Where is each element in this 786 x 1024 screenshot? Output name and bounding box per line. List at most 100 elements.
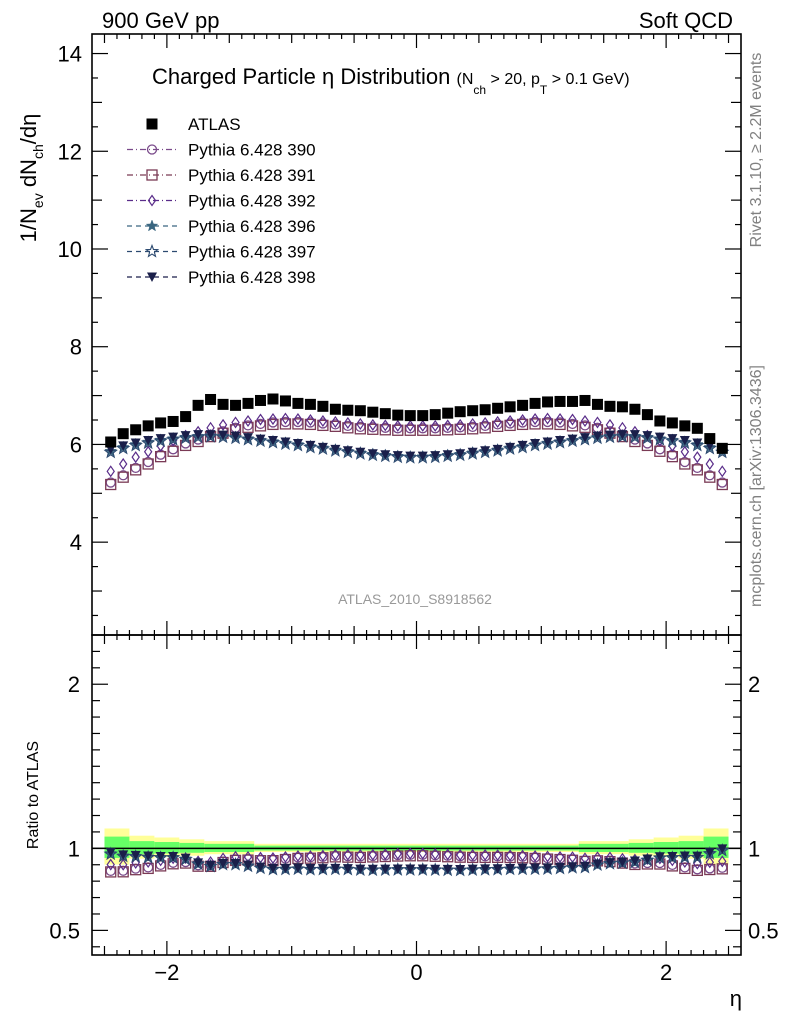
mcplots-label: mcplots.cern.ch [arXiv:1306.3436] <box>748 365 765 607</box>
point-atlas <box>217 398 229 410</box>
ratio-point-pythia-6-428-398 <box>255 862 266 873</box>
ratio-point-pythia-6-428-398 <box>704 847 715 858</box>
point-atlas <box>554 395 566 407</box>
point-pythia-6-428-398 <box>330 444 341 455</box>
ratio-point-pythia-6-428-392 <box>718 855 727 868</box>
ratio-point-pythia-6-428-390 <box>118 865 129 876</box>
point-pythia-6-428-392 <box>493 415 502 429</box>
point-pythia-6-428-392 <box>381 419 390 432</box>
point-atlas <box>267 393 279 405</box>
point-pythia-6-428-392 <box>555 412 565 426</box>
point-pythia-6-428-398 <box>480 446 491 456</box>
title-cuts-sub1: ch <box>473 83 486 97</box>
point-pythia-6-428-391 <box>105 478 117 491</box>
point-pythia-6-428-398 <box>392 451 403 461</box>
point-pythia-6-428-398 <box>305 440 316 451</box>
plot-title: Charged Particle η Distribution (Nch > 2… <box>152 64 630 97</box>
legend-marker <box>144 243 160 258</box>
y-axis-label-main: 1/Nev dNch/dη <box>16 114 46 243</box>
legend-label: Pythia 6.428 398 <box>188 268 316 287</box>
point-atlas <box>354 405 366 417</box>
ratio-point-pythia-6-428-398 <box>342 864 353 874</box>
series-pythia-6-428-392 <box>106 412 727 478</box>
point-atlas <box>616 401 628 413</box>
point-pythia-6-428-398 <box>118 441 129 451</box>
point-atlas <box>479 404 491 416</box>
point-pythia-6-428-398 <box>342 446 353 456</box>
ratio-point-pythia-6-428-391 <box>716 863 728 875</box>
ratio-point-pythia-6-428-391 <box>679 862 691 875</box>
ylabel-main-a: 1/N <box>16 208 41 242</box>
ratio-point-pythia-6-428-398 <box>592 859 603 869</box>
point-pythia-6-428-392 <box>468 417 477 430</box>
ratio-point-pythia-6-428-398 <box>267 863 278 874</box>
legend-marker <box>145 219 159 232</box>
ratio-panel-frame <box>91 634 742 956</box>
point-pythia-6-428-392 <box>343 416 353 429</box>
legend: ATLAS Pythia 6.428 390 Pythia 6.428 391 Pyt… <box>127 115 316 287</box>
point-atlas <box>492 402 504 414</box>
ratio-point-pythia-6-428-398 <box>292 863 303 874</box>
point-atlas <box>292 397 304 409</box>
header-left: 900 GeV pp <box>102 8 219 33</box>
point-pythia-6-428-398 <box>455 449 466 459</box>
point-pythia-6-428-398 <box>505 442 516 453</box>
ratio-point-pythia-6-428-392 <box>368 848 378 861</box>
point-pythia-6-428-392 <box>256 413 265 426</box>
point-pythia-6-428-391 <box>404 424 416 436</box>
ratio-point-pythia-6-428-398 <box>604 858 615 868</box>
point-pythia-6-428-398 <box>180 431 191 441</box>
ratio-point-pythia-6-428-392 <box>518 849 527 862</box>
ratio-point-pythia-6-428-392 <box>430 847 440 861</box>
ratio-point-pythia-6-428-391 <box>691 864 703 877</box>
ylabel-main-sub1: ev <box>30 193 46 208</box>
main-series <box>103 393 730 491</box>
ratio-point-pythia-6-428-398 <box>155 851 166 862</box>
x-tick-label: 2 <box>660 960 672 985</box>
ratio-point-pythia-6-428-391 <box>392 850 404 862</box>
y-tick-label: 10 <box>58 237 82 262</box>
point-atlas <box>579 394 591 406</box>
point-atlas <box>467 405 479 417</box>
ratio-point-pythia-6-428-398 <box>617 857 628 868</box>
ylabel-main-sub2: ch <box>30 144 46 159</box>
series-pythia-6-428-398 <box>105 430 728 462</box>
point-atlas <box>379 408 391 420</box>
ratio-y-tick-label-right: 0.5 <box>748 918 779 943</box>
ratio-y-tick-label: 2 <box>68 672 80 697</box>
x-axis-label: η <box>730 986 742 1011</box>
rivet-version-label: Rivet 3.1.10, ≥ 2.2M events <box>748 53 765 248</box>
point-atlas <box>704 433 716 445</box>
point-atlas <box>342 404 354 416</box>
legend-label: ATLAS <box>188 115 241 134</box>
point-atlas <box>517 399 529 411</box>
point-atlas <box>130 424 142 436</box>
point-atlas <box>542 396 554 408</box>
point-pythia-6-428-392 <box>543 412 552 425</box>
point-atlas <box>367 406 379 418</box>
point-atlas <box>567 395 579 407</box>
point-pythia-6-428-391 <box>304 418 317 431</box>
point-pythia-6-428-391 <box>529 418 541 430</box>
ratio-y-tick-label: 1 <box>68 836 80 861</box>
point-pythia-6-428-391 <box>454 423 466 435</box>
point-pythia-6-428-392 <box>268 412 278 426</box>
analysis-watermark: ATLAS_2010_S8918562 <box>338 591 492 607</box>
point-pythia-6-428-391 <box>504 419 516 432</box>
ratio-point-pythia-6-428-392 <box>418 847 427 860</box>
point-pythia-6-428-398 <box>667 434 678 444</box>
point-pythia-6-428-398 <box>629 430 640 440</box>
ratio-point-pythia-6-428-392 <box>505 849 515 862</box>
ratio-point-pythia-6-428-398 <box>654 852 665 862</box>
ratio-point-pythia-6-428-398 <box>330 863 341 874</box>
point-pythia-6-428-398 <box>654 432 665 443</box>
ratio-point-pythia-6-428-391 <box>142 862 154 875</box>
ratio-point-pythia-6-428-391 <box>417 850 429 862</box>
ratio-point-pythia-6-428-391 <box>442 851 454 863</box>
ratio-point-pythia-6-428-398 <box>642 854 653 865</box>
ratio-point-pythia-6-428-392 <box>306 849 315 863</box>
legend-entry-atlas: ATLAS <box>146 115 241 134</box>
ratio-point-pythia-6-428-398 <box>417 864 428 875</box>
legend-marker <box>146 169 158 181</box>
